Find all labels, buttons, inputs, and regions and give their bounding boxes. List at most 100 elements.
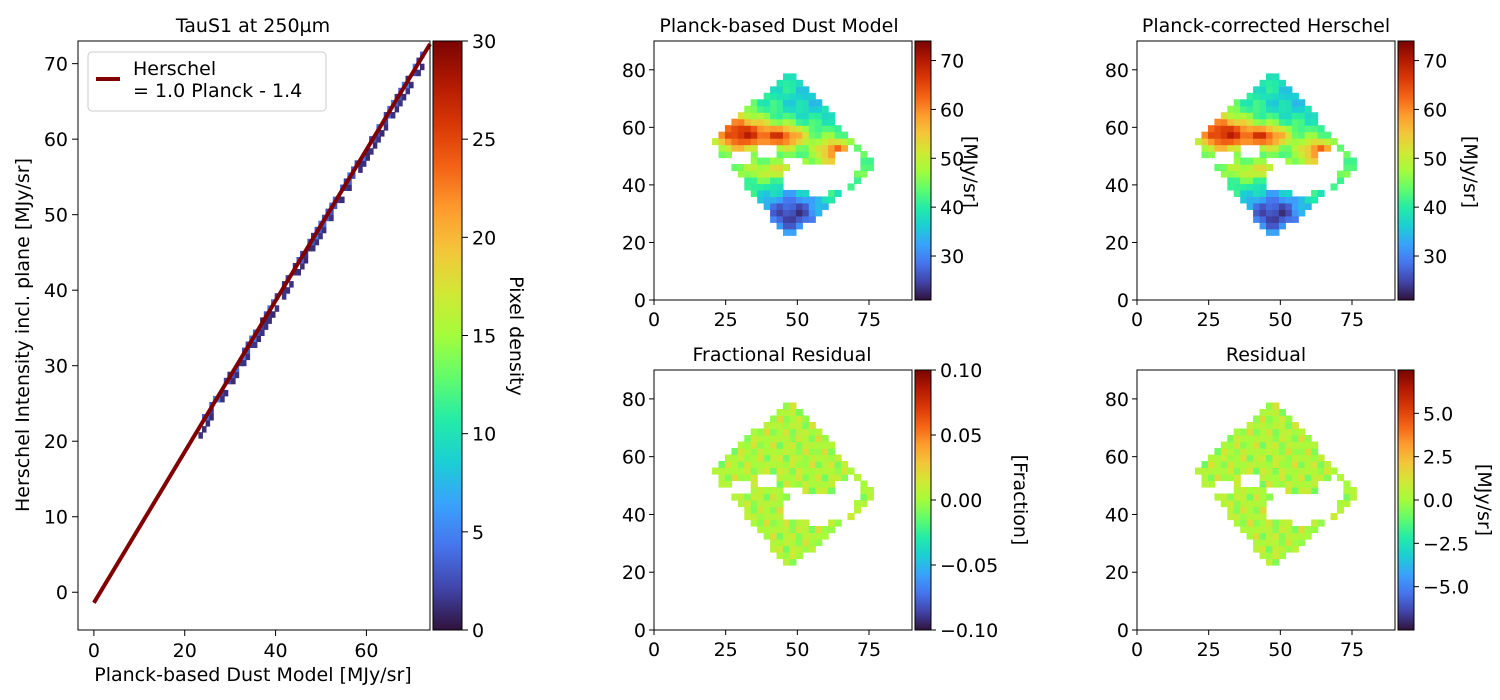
density-cell [256,335,261,342]
map-pixel [789,138,797,146]
map-pixel [1259,99,1267,107]
map-pixel [776,138,784,146]
map-pixel [1285,118,1293,126]
density-cell [227,377,232,385]
map-pixels [712,402,874,566]
map-y-tick-label: 20 [622,232,646,254]
map-pixel [783,228,791,236]
map-pixel [757,467,765,475]
map-pixel [802,526,810,534]
map-y-tick-label: 0 [634,620,646,642]
scatter-x-ticks: 0 20 40 60 [88,630,379,662]
map-pixel [1259,118,1267,126]
map-pixel [763,487,771,495]
map-pixel [1272,209,1280,217]
map-pixel [1278,519,1286,527]
map-pixel [815,467,823,475]
map-pixel [1266,448,1274,456]
map-pixel [1278,552,1286,560]
map-pixel [1272,552,1280,560]
map-pixel [834,144,842,152]
map-pixel [1253,422,1261,430]
map-pixel [763,183,771,191]
map-pixel [776,99,784,107]
map-pixel [821,144,829,152]
density-cell [398,93,403,101]
map-pixel [750,131,758,139]
map-pixel [841,138,849,146]
map-pixel [1227,144,1235,152]
map-pixel [1272,467,1280,475]
map-pixel [770,157,778,165]
map-pixel [789,112,797,120]
map-pixel [866,157,874,165]
map-pixel [1259,519,1267,527]
map-pixel [1207,151,1215,159]
density-cell [263,323,269,330]
map-pixel [1207,480,1215,488]
density-cell [311,238,316,246]
map-pixel [1246,105,1254,113]
map-pixel [815,454,823,462]
map-pixel [750,474,758,482]
map-pixel [1266,441,1274,449]
map-pixel [783,118,791,126]
map-pixel [1278,99,1286,107]
map-pixel [776,539,784,547]
legend-box [87,51,327,112]
map-pixel [1278,545,1286,553]
map-pixel [1214,467,1222,475]
map-pixel [795,552,803,560]
map-pixel [744,461,752,469]
density-cell [325,214,330,222]
map-pixel [853,170,861,178]
map-pixel [808,422,816,430]
map-pixel [776,164,784,172]
map-pixel [1220,164,1228,172]
density-cell [274,305,280,312]
map-pixel [1343,493,1351,501]
map-pixel [763,454,771,462]
map-pixel [731,454,739,462]
map-pixel [1266,151,1274,159]
map-pixel [1240,189,1248,197]
map-pixel [770,441,778,449]
map-pixel [763,467,771,475]
map-pixel [1259,487,1267,495]
map-colorbar-tick-label: −0.10 [940,620,998,642]
map-pixel [802,545,810,553]
colorbar-tick-label: 0 [472,620,484,642]
map-pixel [1285,138,1293,146]
map-pixel [1311,157,1319,165]
map-pixel [789,441,797,449]
density-cell [285,287,291,294]
map-pixel [1278,138,1286,146]
map-pixel [802,202,810,210]
map-pixel [776,183,784,191]
map-pixel [1227,435,1235,443]
density-cell [209,414,214,421]
map-pixel [763,112,771,120]
map-pixel [808,539,816,547]
map-pixel [815,441,823,449]
map-pixel [795,105,803,113]
map-pixel [1253,118,1261,126]
map-pixel [1272,215,1280,223]
map-pixel [737,474,745,482]
map-pixel [1253,112,1261,120]
map-colorbar-tick-label: 70 [940,51,964,73]
map-pixel [731,493,739,501]
map-pixel [1227,506,1235,514]
map-pixel [1298,209,1306,217]
map-pixel [795,125,803,133]
map-pixel [1272,131,1280,139]
map-pixel [776,435,784,443]
map-pixel [1298,112,1306,120]
map-pixel [770,118,778,126]
map-pixel [1285,144,1293,152]
map-pixel [1253,164,1261,172]
map-pixel [1220,144,1228,152]
map-pixel [1278,428,1286,436]
map-pixel [1317,461,1325,469]
map-pixel [1304,202,1312,210]
